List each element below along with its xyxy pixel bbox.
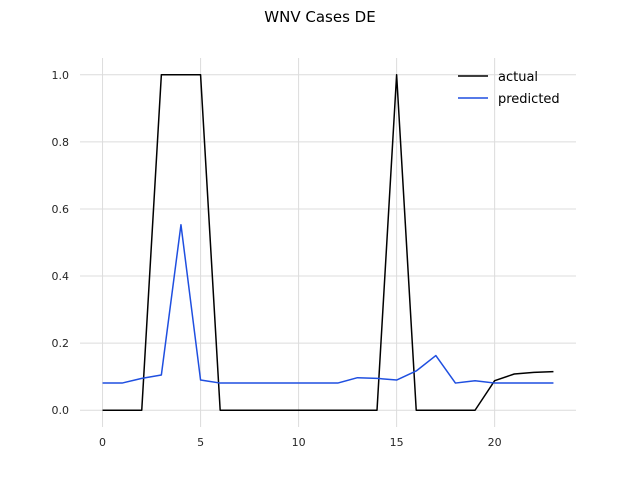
chart-title: WNV Cases DE (264, 8, 375, 26)
series-line-predicted (102, 223, 554, 384)
series-layer (102, 74, 554, 411)
y-tick-label: 0.2 (52, 337, 70, 350)
y-tick-label: 0.6 (52, 203, 70, 216)
y-tick-label: 0.0 (52, 404, 70, 417)
x-tick-label: 0 (99, 436, 106, 449)
x-tick-label: 15 (390, 436, 404, 449)
grid-layer (80, 58, 576, 427)
legend: actual predicted (458, 70, 560, 107)
y-tick-label: 0.8 (52, 136, 70, 149)
legend-label-actual: actual (498, 70, 538, 85)
series-line-actual (102, 74, 554, 411)
x-tick-label: 5 (197, 436, 204, 449)
y-tick-label: 0.4 (52, 270, 70, 283)
tick-layer: 0.0 0.2 0.4 0.6 0.8 1.0 0 5 10 15 20 (52, 69, 502, 449)
x-tick-label: 20 (488, 436, 502, 449)
x-tick-label: 10 (292, 436, 306, 449)
y-tick-label: 1.0 (52, 69, 70, 82)
legend-label-predicted: predicted (498, 92, 560, 107)
